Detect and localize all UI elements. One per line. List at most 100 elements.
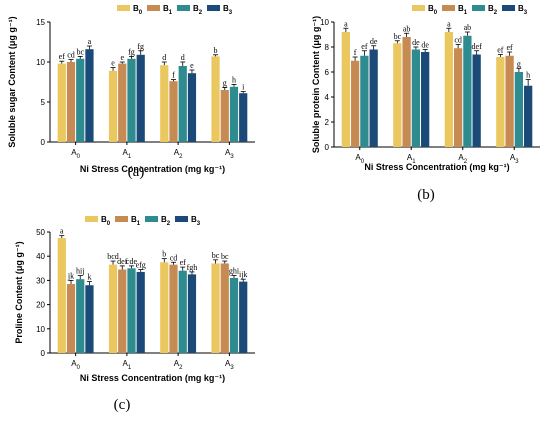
y-axis-label: Soluble protein Content (μg g⁻¹) xyxy=(311,16,321,153)
x-axis-label: Ni Stress Concentration (mg kg⁻¹) xyxy=(364,162,509,172)
x-tick-label-a3: A3 xyxy=(225,148,234,160)
bar-b0-a2 xyxy=(160,65,169,142)
legend-swatch-b2 xyxy=(145,216,158,222)
x-tick-label-a1: A1 xyxy=(407,153,416,165)
bar-b2-a0 xyxy=(76,58,85,142)
x-tick-label-a1: A1 xyxy=(123,359,132,371)
significance-letter: k xyxy=(87,273,91,282)
x-tick-label-a0: A0 xyxy=(355,153,364,165)
bar-b0-a3 xyxy=(211,263,220,353)
bar-b3-a0 xyxy=(85,285,94,353)
significance-letter: bc xyxy=(221,252,229,261)
y-tick-label: 15 xyxy=(36,18,45,27)
panel-label: (c) xyxy=(114,397,131,413)
significance-letter: fg xyxy=(137,42,144,51)
bar-b0-a3 xyxy=(211,56,220,142)
y-tick-label: 30 xyxy=(36,276,45,285)
significance-letter: i xyxy=(242,83,245,92)
significance-letter: ab xyxy=(464,23,472,32)
bar-b1-a0 xyxy=(66,284,76,353)
bar-b0-a0 xyxy=(57,63,66,142)
y-axis-label: Soluble sugar Content (μg g⁻¹) xyxy=(7,16,17,147)
bar-b3-a1 xyxy=(136,54,145,142)
bar-b2-a3 xyxy=(514,72,524,147)
bar-b3-a3 xyxy=(239,281,248,353)
y-tick-label: 4 xyxy=(325,93,330,102)
significance-letter: ef xyxy=(59,52,66,61)
significance-letter: g xyxy=(517,59,521,68)
bar-b2-a3 xyxy=(229,86,239,142)
significance-letter: e xyxy=(190,61,194,70)
y-tick-label: 6 xyxy=(325,68,330,77)
legend-swatch-b1 xyxy=(147,5,160,11)
significance-letter: fgh xyxy=(187,263,198,272)
bar-b1-a3 xyxy=(220,90,229,142)
legend-swatch-b0 xyxy=(412,5,425,11)
bar-b0-a0 xyxy=(341,32,350,147)
bar-b1-a2 xyxy=(169,264,178,353)
x-tick-label-a3: A3 xyxy=(225,359,234,371)
y-tick-label: 20 xyxy=(36,301,45,310)
x-tick-label-a2: A2 xyxy=(174,148,183,160)
significance-letter: bc xyxy=(212,251,220,260)
legend-swatch-b3 xyxy=(175,216,188,222)
bar-b0-a1 xyxy=(108,70,118,142)
bar-b2-a1 xyxy=(411,49,421,147)
bar-b0-a1 xyxy=(393,43,402,147)
legend-swatch-b1 xyxy=(115,216,128,222)
y-tick-label: 40 xyxy=(36,252,45,261)
significance-letter: e xyxy=(120,53,124,62)
legend-label-b2: B2 xyxy=(161,215,171,227)
significance-letter: h xyxy=(232,75,236,84)
bar-b3-a2 xyxy=(472,54,481,147)
bar-b0-a2 xyxy=(444,32,453,147)
legend-label-b1: B1 xyxy=(131,215,141,227)
bar-b3-a0 xyxy=(369,49,378,147)
significance-letter: ab xyxy=(403,24,411,33)
legend-swatch-b2 xyxy=(177,5,190,11)
x-axis-label: Ni Stress Concentration (mg kg⁻¹) xyxy=(80,164,225,174)
x-tick-label-a2: A2 xyxy=(174,359,183,371)
bar-b2-a2 xyxy=(463,35,472,147)
significance-letter: efg xyxy=(136,261,146,270)
chart-c: B0 B1 B2 B301020304050A0ajkhijkA1bcddefcdee… xyxy=(14,215,255,413)
legend-swatch-b0 xyxy=(117,5,130,11)
y-tick-label: 0 xyxy=(325,143,330,152)
bar-b1-a0 xyxy=(66,62,76,142)
x-axis-label: Ni Stress Concentration (mg kg⁻¹) xyxy=(80,373,225,383)
legend-label-b2: B2 xyxy=(193,4,203,16)
legend-swatch-b0 xyxy=(85,216,98,222)
bar-b2-a2 xyxy=(178,270,187,353)
significance-letter: a xyxy=(88,37,92,46)
significance-letter: ef xyxy=(361,42,368,51)
legend-label-b3: B3 xyxy=(191,215,201,227)
y-tick-label: 0 xyxy=(41,349,46,358)
legend-swatch-b3 xyxy=(207,5,220,11)
bar-b2-a0 xyxy=(360,55,369,147)
bar-b2-a3 xyxy=(229,277,239,353)
y-tick-label: 10 xyxy=(320,18,329,27)
y-tick-label: 10 xyxy=(36,58,45,67)
significance-letter: a xyxy=(447,19,451,28)
bar-b2-a0 xyxy=(76,279,85,353)
significance-letter: bc xyxy=(394,32,402,41)
bar-b2-a1 xyxy=(127,268,136,353)
significance-letter: d xyxy=(162,53,166,62)
significance-letter: cd xyxy=(454,36,462,45)
significance-letter: def xyxy=(117,257,128,266)
significance-letter: a xyxy=(60,227,64,236)
significance-letter: de xyxy=(421,41,429,50)
significance-letter: b xyxy=(162,250,166,259)
bar-b1-a3 xyxy=(220,263,229,353)
significance-letter: bc xyxy=(76,47,84,56)
legend-swatch-b3 xyxy=(502,5,515,11)
significance-letter: de xyxy=(412,38,420,47)
bar-b0-a3 xyxy=(496,57,505,147)
legend-swatch-b1 xyxy=(442,5,455,11)
bar-b3-a2 xyxy=(187,73,197,142)
significance-letter: a xyxy=(344,19,348,28)
significance-letter: cd xyxy=(67,51,75,60)
significance-letter: e xyxy=(111,59,115,68)
significance-letter: h xyxy=(526,71,530,80)
